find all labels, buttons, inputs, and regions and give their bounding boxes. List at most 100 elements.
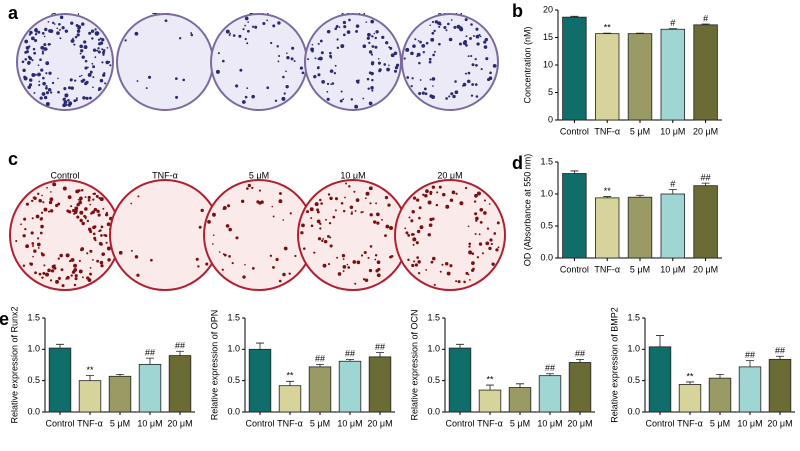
colony <box>200 208 204 213</box>
colony <box>478 233 481 236</box>
colony <box>321 79 325 84</box>
colony <box>97 50 101 54</box>
colony <box>489 238 493 242</box>
colony <box>462 82 467 87</box>
colony <box>74 277 78 281</box>
colony <box>50 269 55 273</box>
x-tick-label: TNF-α <box>277 418 303 428</box>
significance: # <box>703 13 708 23</box>
colony <box>242 28 245 31</box>
colony <box>318 56 323 61</box>
colony <box>371 35 374 38</box>
colony <box>207 220 211 224</box>
colony <box>49 197 54 202</box>
colony <box>342 98 345 101</box>
colony <box>459 201 464 206</box>
bar <box>478 389 502 413</box>
y-axis-label: Relative expression of BMP2 <box>609 307 619 423</box>
colony <box>28 45 31 48</box>
colony <box>75 209 78 213</box>
colony <box>49 91 53 94</box>
colony <box>77 189 80 192</box>
colony <box>462 41 467 45</box>
colony <box>91 62 94 65</box>
colony <box>478 242 483 246</box>
colony <box>74 206 79 211</box>
colony <box>136 273 140 277</box>
colony <box>381 218 383 221</box>
colony <box>92 193 95 195</box>
y-axis-label: Concentration (nM) <box>522 26 532 103</box>
colony <box>431 185 436 189</box>
colony <box>247 183 252 188</box>
colony <box>291 46 295 50</box>
colony <box>490 242 493 246</box>
colony <box>244 24 246 27</box>
colony <box>107 258 111 262</box>
colony <box>246 87 249 90</box>
colony <box>363 250 367 254</box>
colony <box>411 210 415 214</box>
colony <box>485 57 489 61</box>
colony <box>410 51 414 56</box>
colony <box>283 246 288 251</box>
colony <box>67 98 70 102</box>
colony <box>29 30 33 35</box>
colony <box>97 38 101 41</box>
colony <box>378 69 381 73</box>
colony <box>496 221 500 225</box>
colony <box>79 210 84 215</box>
error-bar <box>668 189 677 194</box>
error-bar <box>701 23 710 25</box>
x-tick-label: 20 μM <box>693 126 718 136</box>
colony <box>489 71 492 75</box>
colony <box>329 196 333 201</box>
colony <box>46 48 48 51</box>
colony <box>368 101 373 106</box>
colony <box>75 97 78 100</box>
error-bar <box>576 358 584 363</box>
colony <box>479 207 484 212</box>
colony <box>43 95 48 100</box>
colony <box>74 35 78 39</box>
colony <box>92 198 95 201</box>
colony <box>421 43 426 48</box>
colony <box>64 93 69 98</box>
colony <box>277 60 280 63</box>
colony <box>79 196 83 201</box>
colony <box>39 96 43 100</box>
colony <box>464 18 468 22</box>
colony <box>368 50 373 54</box>
y-tick-label: 1.5 <box>627 312 640 322</box>
colony <box>313 251 316 254</box>
colony <box>24 227 27 231</box>
colony <box>56 31 60 35</box>
colony <box>67 86 71 90</box>
colony <box>289 212 292 215</box>
colony <box>124 39 127 42</box>
colony <box>32 245 35 247</box>
y-tick-label: 0.5 <box>427 375 440 385</box>
colony <box>100 225 104 229</box>
error-bar <box>286 380 294 386</box>
colony <box>362 44 367 49</box>
colony <box>41 92 46 96</box>
colony <box>465 35 468 38</box>
bar <box>627 196 653 259</box>
significance: ## <box>175 341 185 351</box>
dish <box>401 13 499 111</box>
colony <box>60 268 64 272</box>
colony <box>97 47 100 50</box>
colony <box>70 39 75 43</box>
colony <box>102 207 105 210</box>
colony <box>94 28 97 31</box>
colony <box>374 254 378 257</box>
colony <box>282 75 285 79</box>
colony <box>429 78 432 81</box>
colony <box>150 258 153 262</box>
colony <box>455 192 458 195</box>
error-bar <box>668 28 677 30</box>
colony <box>33 51 37 55</box>
colony <box>99 78 104 83</box>
colony <box>480 68 483 71</box>
